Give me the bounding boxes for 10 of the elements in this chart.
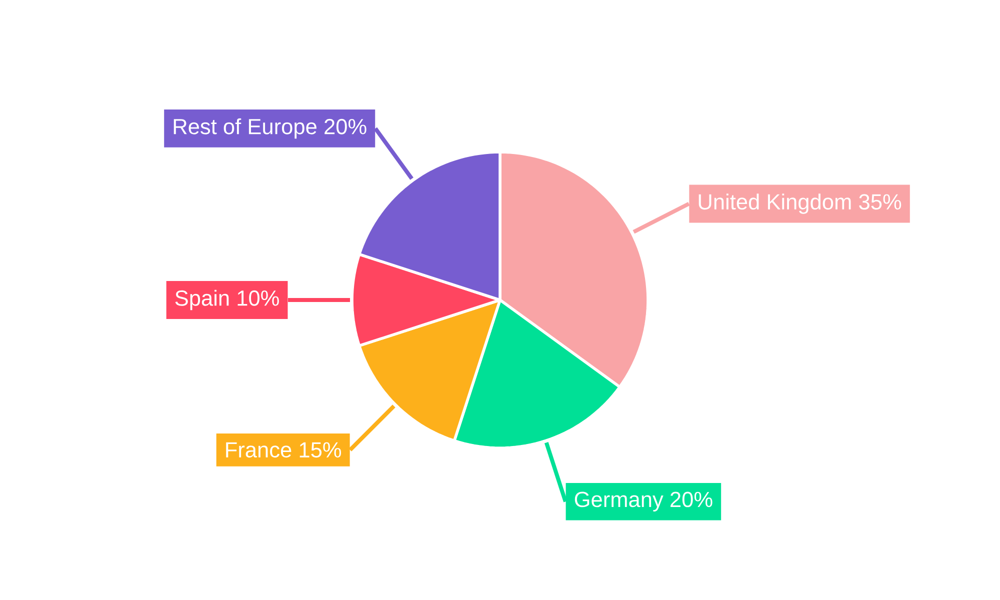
slice-label: Rest of Europe — [174, 118, 316, 139]
slice-label: Germany — [574, 492, 664, 512]
data-label: 20% — [670, 492, 712, 508]
slice-label: France — [226, 442, 292, 458]
data-label: 15% — [300, 442, 342, 458]
slice-label: United Kingdom — [698, 194, 851, 214]
data-label: 20% — [324, 118, 366, 134]
data-label: 10% — [238, 290, 279, 306]
data-label: 35% — [859, 194, 902, 210]
slice-label: Spain — [175, 290, 229, 310]
